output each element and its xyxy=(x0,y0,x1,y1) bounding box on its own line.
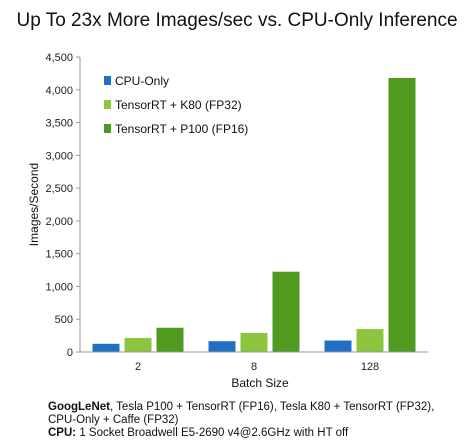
y-tick-label: 4,000 xyxy=(45,85,73,97)
legend: CPU-Only TensorRT + K80 (FP32) TensorRT + … xyxy=(104,74,248,136)
x-tick-label: 8 xyxy=(251,361,257,373)
bar-chart: CPU-Only TensorRT + K80 (FP32) TensorRT + … xyxy=(27,52,428,390)
legend-label: TensorRT + K80 (FP32) xyxy=(115,98,242,112)
footnote-config: , Tesla P100 + TensorRT (FP16), Tesla K8… xyxy=(109,401,435,413)
bar xyxy=(356,329,384,352)
y-axis-title: Images/Second xyxy=(27,163,41,246)
x-axis: 2 8 128 xyxy=(80,351,428,373)
footnote-model-name: GoogLeNet xyxy=(48,401,110,413)
bar xyxy=(388,77,416,352)
y-tick-label: 3,500 xyxy=(45,118,73,130)
footnote-line-2: CPU-Only + Caffe (FP32) xyxy=(48,414,179,426)
legend-swatch xyxy=(104,124,111,133)
y-tick-label: 3,000 xyxy=(45,150,73,162)
y-axis: 0 500 1,000 1,500 2,000 2,500 3,000 3,500 4,000 4… xyxy=(45,52,81,359)
legend-swatch xyxy=(104,76,111,85)
x-tick-label: 2 xyxy=(135,361,141,373)
y-tick-label: 2,500 xyxy=(45,183,73,195)
chart-title: Up To 23x More Images/sec vs. CPU-Only I… xyxy=(16,10,458,31)
legend-label: CPU-Only xyxy=(115,74,169,88)
bar xyxy=(208,341,236,352)
footnote-line-1: GoogLeNet, Tesla P100 + TensorRT (FP16),… xyxy=(48,401,468,414)
bar xyxy=(324,340,352,352)
footnote-line-3: CPU: 1 Socket Broadwell E5-2690 v4@2.6GH… xyxy=(48,427,468,440)
y-tick-label: 500 xyxy=(55,314,73,326)
footnote: GoogLeNet, Tesla P100 + TensorRT (FP16),… xyxy=(48,401,468,440)
bar xyxy=(240,332,268,352)
bar xyxy=(92,343,120,352)
x-tick-label: 128 xyxy=(361,361,379,373)
x-axis-title: Batch Size xyxy=(231,376,289,390)
y-tick-label: 4,500 xyxy=(45,52,73,64)
footnote-cpu-spec: 1 Socket Broadwell E5-2690 v4@2.6GHz wit… xyxy=(76,427,349,439)
legend-swatch xyxy=(104,100,111,109)
footnote-cpu-label: CPU: xyxy=(48,427,77,439)
bar xyxy=(156,327,184,352)
y-tick-label: 2,000 xyxy=(45,216,73,228)
y-tick-label: 0 xyxy=(67,347,73,359)
y-tick-label: 1,000 xyxy=(45,281,73,293)
bars xyxy=(92,77,416,352)
y-tick-label: 1,500 xyxy=(45,249,73,261)
bar xyxy=(272,271,300,352)
legend-label: TensorRT + P100 (FP16) xyxy=(115,122,248,136)
bar xyxy=(124,337,152,352)
